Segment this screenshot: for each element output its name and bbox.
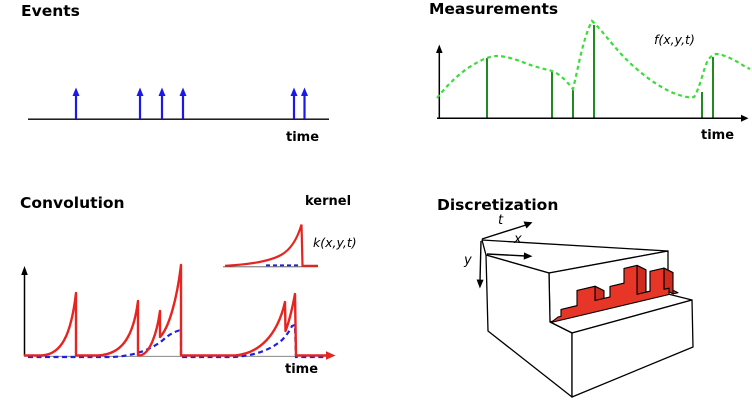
convolution-title: Convolution	[20, 194, 125, 212]
measurements-time-axis-arrowhead	[741, 114, 749, 122]
measurements-title: Measurements	[429, 0, 559, 18]
red-histogram-front	[550, 264, 670, 324]
box-front-right-face	[571, 299, 694, 398]
convolution-curve	[24, 263, 326, 357]
measurements-panel	[436, 19, 751, 122]
convolution-time-label: time	[285, 362, 319, 377]
kernel-label: kernel	[305, 194, 352, 209]
red-histogram	[550, 264, 679, 324]
measurements-time-label: time	[701, 128, 735, 143]
events-panel	[28, 87, 329, 120]
measurement-stems	[486, 25, 714, 118]
kernel-curve	[224, 224, 318, 267]
kernel-tails-dashed-curve	[28, 323, 326, 359]
convolution-axis-arrowhead	[326, 351, 336, 360]
y-axis-label: y	[464, 253, 472, 268]
x-axis-arrowhead	[523, 252, 533, 260]
kernel-inset	[223, 224, 318, 268]
t-axis-label: t	[498, 213, 504, 228]
discretization-panel	[476, 221, 694, 398]
events-time-label: time	[286, 130, 320, 145]
signal-function-label: f(x,y,t)	[654, 32, 695, 47]
event-arrows	[72, 87, 308, 119]
kernel-function-label: k(x,y,t)	[313, 235, 357, 250]
y-axis-arrowhead	[476, 279, 484, 289]
t-axis-arrowhead	[523, 221, 533, 229]
convolution-value-axis-arrowhead	[21, 266, 28, 275]
voxel-box	[481, 239, 694, 398]
discretization-axes	[476, 221, 533, 289]
discretization-title: Discretization	[437, 196, 559, 214]
x-axis-label: x	[514, 232, 522, 247]
measurements-value-axis-arrowhead	[436, 44, 443, 53]
events-title: Events	[21, 2, 80, 20]
continuous-signal-curve	[436, 19, 751, 99]
convolution-panel	[21, 224, 336, 360]
